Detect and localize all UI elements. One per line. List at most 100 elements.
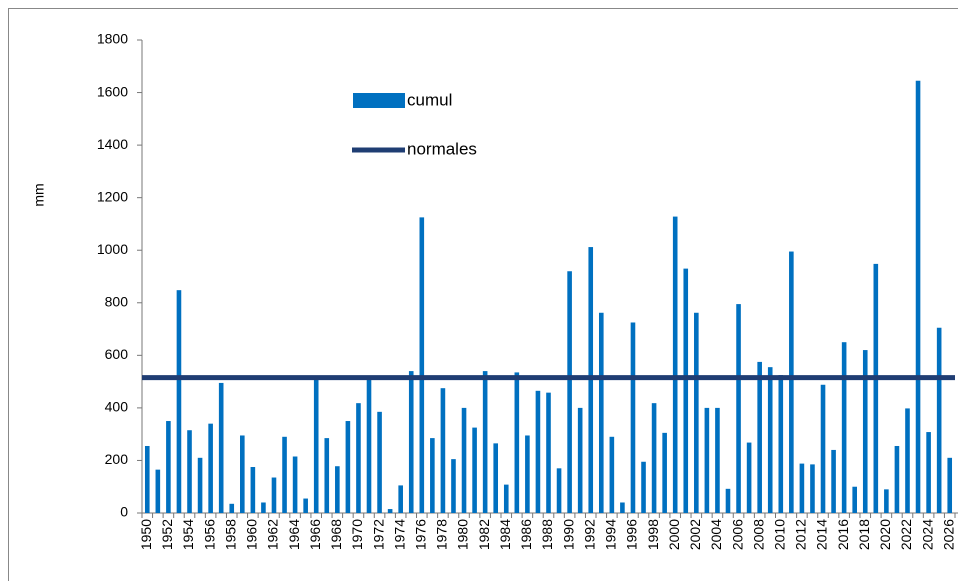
y-tick-label: 800 — [105, 293, 129, 309]
bar — [356, 403, 361, 513]
x-tick-label: 1952 — [159, 519, 175, 550]
bar — [503, 484, 509, 513]
x-tick-label: 1980 — [455, 519, 471, 550]
bar — [915, 80, 921, 513]
bar — [377, 411, 382, 513]
bar — [535, 390, 541, 513]
y-tick-label: 1200 — [97, 188, 128, 204]
bar — [430, 438, 435, 513]
bar — [831, 449, 836, 513]
x-tick-label: 2018 — [856, 519, 872, 550]
bar — [767, 367, 773, 513]
y-axis-label: mm — [31, 183, 47, 206]
y-tick-label: 1600 — [97, 83, 128, 99]
x-tick-label: 2000 — [666, 519, 682, 550]
x-tick-label: 1956 — [201, 519, 217, 550]
bar — [620, 502, 625, 513]
x-tick-label: 1958 — [222, 519, 238, 550]
x-tick-label: 2026 — [940, 519, 956, 550]
bar — [472, 427, 477, 513]
bar — [683, 268, 689, 513]
bar — [324, 438, 330, 513]
bar — [271, 477, 277, 513]
bar — [651, 403, 657, 513]
bar — [155, 469, 161, 513]
bar — [345, 421, 351, 513]
legend-swatch — [353, 93, 405, 108]
bar — [852, 486, 857, 513]
x-tick-label: 1982 — [476, 519, 492, 550]
bar — [440, 388, 446, 513]
x-tick-label: 1950 — [138, 519, 154, 550]
bar — [166, 421, 171, 513]
bar — [820, 384, 826, 513]
bar — [884, 489, 889, 513]
bar — [261, 502, 266, 513]
bar — [725, 488, 731, 513]
bar — [282, 436, 287, 513]
bar — [451, 459, 456, 513]
x-tick-label: 1998 — [645, 519, 661, 550]
bar — [144, 445, 150, 513]
x-tick-label: 1968 — [328, 519, 344, 550]
bar — [715, 407, 720, 513]
x-tick-label: 1972 — [370, 519, 386, 550]
bar — [556, 468, 562, 513]
x-tick-label: 1994 — [603, 519, 619, 550]
bar — [197, 457, 203, 513]
bar — [926, 432, 931, 513]
bar — [240, 435, 245, 513]
x-tick-label: 1962 — [265, 519, 281, 550]
bar — [799, 463, 805, 513]
bar — [292, 456, 298, 513]
bar — [176, 290, 182, 513]
bar — [778, 375, 784, 513]
bar — [303, 498, 308, 513]
bar — [482, 371, 488, 513]
bar — [408, 371, 414, 513]
bar — [493, 443, 499, 513]
bar — [577, 407, 583, 513]
x-tick-label: 2012 — [793, 519, 809, 550]
x-tick-label: 1978 — [434, 519, 450, 550]
x-tick-label: 1960 — [244, 519, 260, 550]
bar — [894, 445, 900, 513]
x-tick-label: 2010 — [771, 519, 787, 550]
y-tick-label: 1800 — [97, 31, 128, 47]
x-tick-label: 1966 — [307, 519, 323, 550]
y-tick-label: 400 — [105, 399, 129, 415]
y-tick-label: 0 — [120, 504, 128, 520]
bar — [366, 378, 372, 513]
bar — [862, 350, 868, 513]
x-tick-label: 2008 — [750, 519, 766, 550]
bar — [662, 432, 667, 513]
chart-border — [8, 8, 958, 581]
y-tick-label: 200 — [105, 451, 129, 467]
legend-label: normales — [407, 139, 477, 158]
y-tick-label: 1000 — [97, 241, 128, 257]
bar — [419, 217, 425, 513]
bar — [630, 322, 636, 513]
bar — [398, 485, 403, 513]
bar — [672, 216, 678, 513]
x-tick-label: 2002 — [687, 519, 703, 550]
bar — [694, 312, 699, 513]
bar — [567, 271, 572, 513]
x-tick-label: 1974 — [391, 519, 407, 550]
bar — [218, 382, 224, 513]
x-tick-label: 2004 — [708, 519, 724, 550]
y-tick-label: 600 — [105, 346, 129, 362]
y-tick-label: 1400 — [97, 136, 128, 152]
bar — [335, 466, 340, 513]
bar — [229, 503, 235, 513]
x-tick-label: 2006 — [729, 519, 745, 550]
x-tick-label: 1992 — [581, 519, 597, 550]
bar — [525, 435, 530, 513]
x-tick-label: 1954 — [180, 519, 196, 550]
x-tick-label: 1976 — [413, 519, 429, 550]
bar — [187, 430, 192, 513]
bar — [387, 509, 393, 513]
bar — [461, 407, 467, 513]
bar — [757, 361, 762, 513]
